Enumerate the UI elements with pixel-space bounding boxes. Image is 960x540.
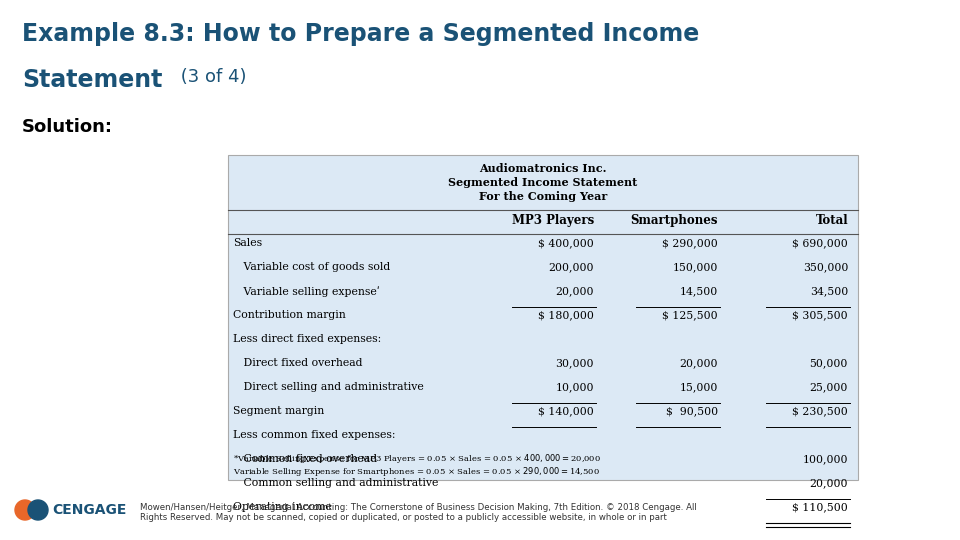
Text: Operating income: Operating income — [233, 502, 332, 512]
Circle shape — [28, 500, 48, 520]
Text: 14,500: 14,500 — [680, 286, 718, 296]
Text: (3 of 4): (3 of 4) — [175, 68, 247, 86]
Text: Example 8.3: How to Prepare a Segmented Income: Example 8.3: How to Prepare a Segmented … — [22, 22, 699, 46]
Text: 20,000: 20,000 — [809, 478, 848, 488]
Text: 34,500: 34,500 — [809, 286, 848, 296]
Text: Solution:: Solution: — [22, 118, 113, 136]
Text: 10,000: 10,000 — [556, 382, 594, 392]
Text: Less common fixed expenses:: Less common fixed expenses: — [233, 430, 396, 440]
Circle shape — [15, 500, 35, 520]
Text: Direct fixed overhead: Direct fixed overhead — [233, 358, 363, 368]
Text: Common fixed overhead: Common fixed overhead — [233, 454, 377, 464]
Text: $  90,500: $ 90,500 — [666, 406, 718, 416]
Text: CENGAGE: CENGAGE — [52, 503, 127, 517]
Text: Sales: Sales — [233, 238, 262, 248]
Text: Less direct fixed expenses:: Less direct fixed expenses: — [233, 334, 381, 344]
Text: *Variable Selling Expense for MP3 Players = 0.05 × Sales = 0.05 × $400,000 = $20: *Variable Selling Expense for MP3 Player… — [233, 452, 601, 465]
Text: Common selling and administrative: Common selling and administrative — [233, 478, 439, 488]
Text: $ 125,500: $ 125,500 — [662, 310, 718, 320]
Text: $ 230,500: $ 230,500 — [792, 406, 848, 416]
Text: Segmented Income Statement: Segmented Income Statement — [448, 177, 637, 188]
Text: $ 305,500: $ 305,500 — [792, 310, 848, 320]
Text: $ 110,500: $ 110,500 — [792, 502, 848, 512]
Text: 50,000: 50,000 — [809, 358, 848, 368]
Text: $ 400,000: $ 400,000 — [539, 238, 594, 248]
Text: Contribution margin: Contribution margin — [233, 310, 346, 320]
Text: $ 690,000: $ 690,000 — [792, 238, 848, 248]
Text: Direct selling and administrative: Direct selling and administrative — [233, 382, 423, 392]
Text: 20,000: 20,000 — [680, 358, 718, 368]
Text: Variable Selling Expense for Smartphones = 0.05 × Sales = 0.05 × $290,000 = $14,: Variable Selling Expense for Smartphones… — [233, 465, 600, 478]
Text: 200,000: 200,000 — [548, 262, 594, 272]
Text: Total: Total — [815, 214, 848, 227]
Text: 20,000: 20,000 — [556, 286, 594, 296]
Text: 25,000: 25,000 — [809, 382, 848, 392]
Text: For the Coming Year: For the Coming Year — [479, 191, 607, 202]
Text: 150,000: 150,000 — [673, 262, 718, 272]
Text: $ 180,000: $ 180,000 — [539, 310, 594, 320]
Text: Variable cost of goods sold: Variable cost of goods sold — [233, 262, 391, 272]
Text: 350,000: 350,000 — [803, 262, 848, 272]
Text: $ 290,000: $ 290,000 — [662, 238, 718, 248]
Text: 30,000: 30,000 — [556, 358, 594, 368]
Text: MP3 Players: MP3 Players — [512, 214, 594, 227]
Text: Statement: Statement — [22, 68, 162, 92]
Text: 100,000: 100,000 — [803, 454, 848, 464]
Text: Smartphones: Smartphones — [631, 214, 718, 227]
Text: Audiomatronics Inc.: Audiomatronics Inc. — [479, 163, 607, 174]
Text: 15,000: 15,000 — [680, 382, 718, 392]
Bar — [228, 155, 858, 480]
Text: Variable selling expenseʹ: Variable selling expenseʹ — [233, 286, 380, 297]
Text: Segment margin: Segment margin — [233, 406, 324, 416]
Text: Mowen/Hansen/Heitger, Managerial Accounting: The Cornerstone of Business Decisio: Mowen/Hansen/Heitger, Managerial Account… — [140, 503, 697, 522]
Text: $ 140,000: $ 140,000 — [539, 406, 594, 416]
